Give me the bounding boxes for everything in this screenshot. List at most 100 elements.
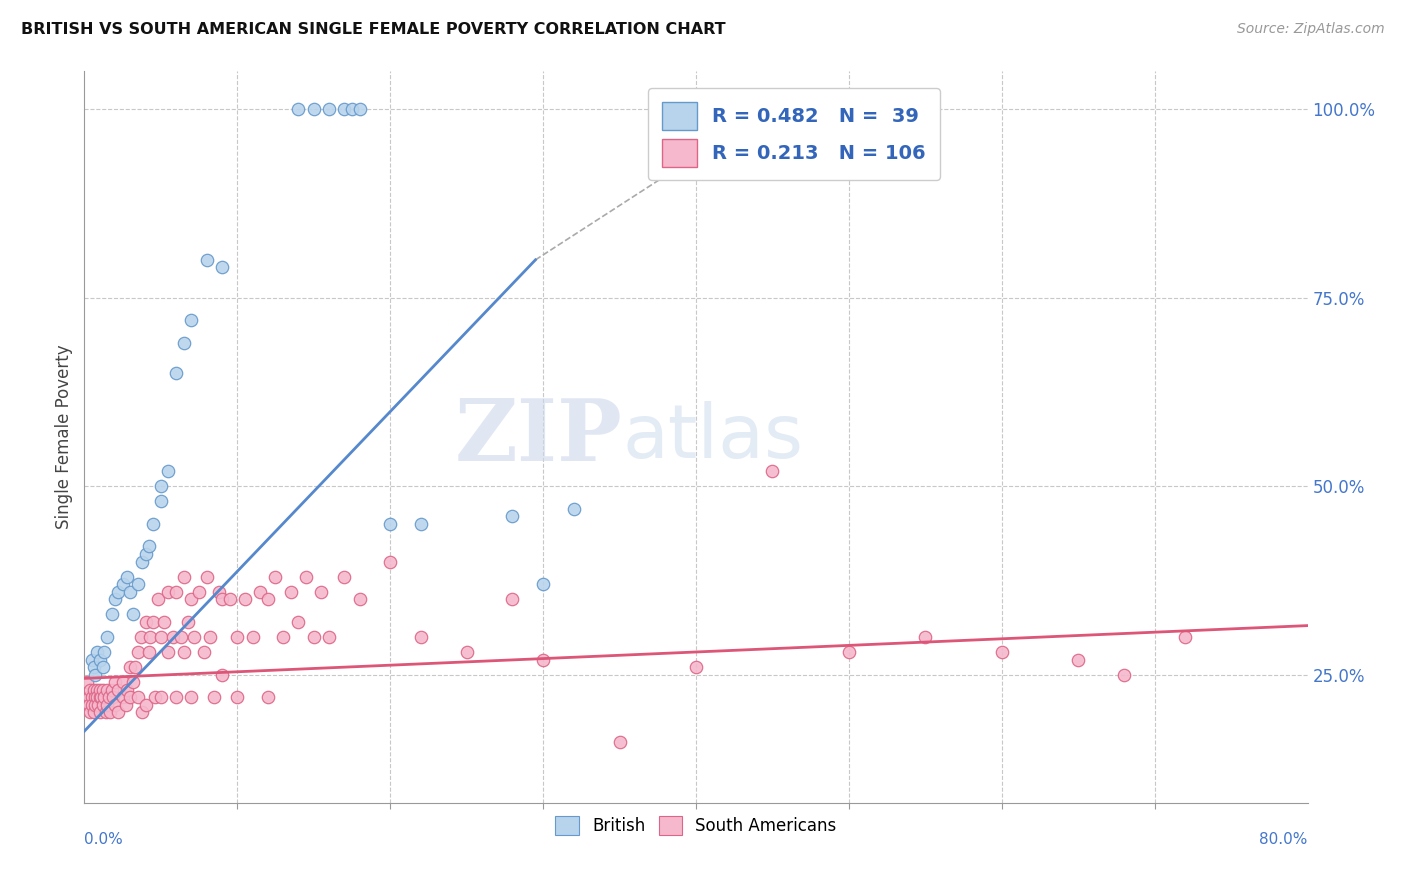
Point xyxy=(502,509,524,524)
Text: ZIP: ZIP xyxy=(454,395,623,479)
Point xyxy=(135,698,157,712)
Text: 0.0%: 0.0% xyxy=(84,832,124,847)
Point xyxy=(120,660,142,674)
Point xyxy=(685,660,707,674)
Point xyxy=(96,698,118,712)
Point xyxy=(104,675,127,690)
Point xyxy=(115,569,138,583)
Point xyxy=(93,690,115,705)
Point xyxy=(287,615,309,629)
Point xyxy=(264,569,287,583)
Point xyxy=(180,313,202,327)
Point xyxy=(86,682,108,697)
Point xyxy=(149,479,172,493)
Point xyxy=(349,592,371,607)
Point xyxy=(91,682,114,697)
Point xyxy=(142,615,165,629)
Point xyxy=(170,630,193,644)
Point xyxy=(107,584,129,599)
Y-axis label: Single Female Poverty: Single Female Poverty xyxy=(55,345,73,529)
Point xyxy=(280,584,302,599)
Point xyxy=(89,682,111,697)
Point xyxy=(177,615,200,629)
Point xyxy=(302,630,325,644)
Point xyxy=(761,464,783,478)
Point xyxy=(149,690,172,705)
Point xyxy=(165,366,187,380)
Point xyxy=(89,706,111,720)
Point xyxy=(531,577,554,591)
Point xyxy=(180,592,202,607)
Point xyxy=(90,690,112,705)
Point xyxy=(111,690,134,705)
Point xyxy=(173,569,195,583)
Point xyxy=(562,501,585,516)
Point xyxy=(380,516,402,531)
Point xyxy=(271,630,294,644)
Point xyxy=(208,584,231,599)
Point xyxy=(98,706,121,720)
Point xyxy=(173,645,195,659)
Point xyxy=(80,652,103,666)
Point xyxy=(107,706,129,720)
Point xyxy=(138,540,160,554)
Text: 80.0%: 80.0% xyxy=(1260,832,1308,847)
Point xyxy=(83,706,105,720)
Point xyxy=(143,690,166,705)
Point xyxy=(104,592,127,607)
Point xyxy=(149,630,172,644)
Point xyxy=(318,102,340,116)
Point xyxy=(183,630,205,644)
Point xyxy=(86,690,108,705)
Point xyxy=(165,584,187,599)
Point xyxy=(91,698,114,712)
Point xyxy=(87,698,110,712)
Point xyxy=(165,690,187,705)
Point xyxy=(84,667,107,681)
Point xyxy=(127,690,149,705)
Point xyxy=(122,607,145,622)
Point xyxy=(287,102,309,116)
Point xyxy=(1114,667,1136,681)
Point xyxy=(409,630,432,644)
Legend: British, South Americans: British, South Americans xyxy=(548,809,844,842)
Point xyxy=(86,645,108,659)
Point xyxy=(122,675,145,690)
Point xyxy=(94,706,117,720)
Point xyxy=(211,260,233,275)
Point xyxy=(101,607,124,622)
Point xyxy=(83,660,105,674)
Point xyxy=(103,690,125,705)
Point xyxy=(333,102,356,116)
Point xyxy=(188,584,211,599)
Point xyxy=(202,690,225,705)
Point xyxy=(79,682,101,697)
Point xyxy=(101,682,124,697)
Point xyxy=(135,615,157,629)
Point xyxy=(193,645,215,659)
Point xyxy=(77,690,100,705)
Point xyxy=(135,547,157,561)
Point xyxy=(609,735,631,749)
Point xyxy=(84,698,107,712)
Point xyxy=(211,667,233,681)
Point xyxy=(138,645,160,659)
Point xyxy=(157,645,180,659)
Point xyxy=(409,516,432,531)
Point xyxy=(131,554,153,568)
Point xyxy=(173,335,195,350)
Point xyxy=(302,102,325,116)
Point xyxy=(79,706,101,720)
Point xyxy=(80,698,103,712)
Point xyxy=(295,569,318,583)
Point xyxy=(96,682,118,697)
Point xyxy=(89,690,111,705)
Point xyxy=(120,584,142,599)
Point xyxy=(80,690,103,705)
Point xyxy=(257,690,280,705)
Point xyxy=(89,652,111,666)
Point xyxy=(127,577,149,591)
Point xyxy=(93,645,115,659)
Point xyxy=(257,592,280,607)
Point xyxy=(211,592,233,607)
